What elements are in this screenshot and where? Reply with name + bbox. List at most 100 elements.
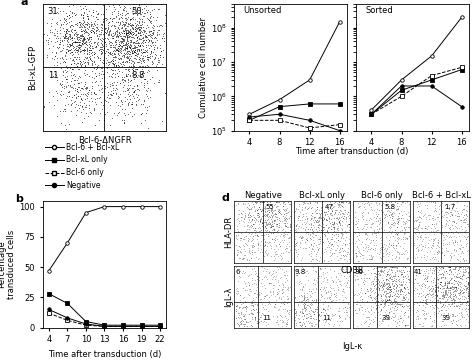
- Point: [102, 17, 110, 23]
- Point: [102, 31, 110, 36]
- Point: [140, 80, 148, 86]
- Point: [387, 288, 394, 293]
- Point: [459, 296, 466, 302]
- Point: [114, 102, 122, 107]
- Point: [153, 63, 160, 68]
- Point: [265, 280, 273, 285]
- Point: [118, 106, 126, 112]
- Point: [304, 201, 312, 206]
- Point: [140, 84, 148, 90]
- Point: [401, 282, 408, 287]
- Point: [368, 270, 375, 276]
- Point: [135, 30, 142, 36]
- Point: [311, 299, 319, 305]
- Point: [441, 287, 448, 293]
- Point: [298, 292, 305, 297]
- Point: [124, 55, 131, 60]
- Point: [139, 34, 146, 40]
- Point: [431, 255, 438, 260]
- Point: [318, 208, 326, 214]
- Point: [401, 294, 408, 300]
- Point: [301, 324, 309, 329]
- Point: [127, 5, 134, 10]
- Point: [431, 303, 438, 309]
- Point: [76, 99, 83, 105]
- Point: [429, 291, 437, 297]
- Point: [427, 323, 435, 329]
- Point: [391, 256, 399, 261]
- Point: [267, 224, 274, 230]
- Point: [309, 226, 316, 232]
- Point: [304, 231, 311, 237]
- Point: [375, 201, 383, 207]
- Point: [299, 217, 306, 223]
- Point: [235, 220, 243, 226]
- Point: [123, 34, 131, 40]
- Point: [419, 299, 426, 305]
- Point: [110, 23, 118, 29]
- Point: [100, 36, 107, 42]
- Point: [343, 258, 351, 264]
- Point: [146, 14, 154, 20]
- Point: [337, 201, 344, 207]
- Point: [254, 302, 261, 307]
- Point: [259, 220, 267, 226]
- Point: [254, 273, 262, 278]
- Point: [337, 318, 344, 324]
- Point: [252, 314, 259, 319]
- Point: [114, 51, 121, 57]
- Point: [135, 7, 142, 13]
- Point: [449, 291, 457, 297]
- Point: [404, 276, 412, 282]
- Point: [385, 241, 393, 247]
- Point: [280, 272, 288, 278]
- Point: [461, 306, 468, 312]
- Point: [261, 315, 269, 320]
- Point: [237, 215, 245, 220]
- Point: [355, 291, 362, 296]
- Point: [116, 30, 123, 36]
- Point: [109, 62, 117, 67]
- Point: [163, 57, 171, 63]
- Point: [104, 46, 112, 52]
- Point: [431, 199, 439, 205]
- Point: [165, 39, 173, 45]
- Point: [121, 27, 129, 33]
- Point: [101, 85, 109, 90]
- Point: [445, 278, 453, 284]
- Point: [61, 59, 69, 65]
- Point: [436, 285, 444, 291]
- Point: [379, 242, 386, 248]
- Point: [335, 202, 342, 208]
- Point: [246, 226, 253, 232]
- Point: [142, 3, 150, 9]
- Point: [327, 202, 334, 208]
- Point: [126, 42, 133, 48]
- Point: [423, 278, 430, 284]
- Point: [396, 285, 404, 291]
- Point: [306, 217, 314, 223]
- Point: [445, 285, 453, 291]
- Point: [428, 221, 436, 227]
- Point: [432, 298, 440, 304]
- Point: [94, 10, 101, 16]
- Point: [404, 273, 411, 279]
- Point: [270, 217, 278, 223]
- Point: [109, 48, 117, 54]
- Point: [353, 243, 361, 249]
- Point: [442, 246, 450, 251]
- Point: [77, 96, 85, 102]
- Point: [151, 34, 158, 40]
- Point: [52, 71, 59, 77]
- Point: [318, 293, 325, 298]
- Point: [242, 319, 250, 325]
- Point: [422, 234, 430, 240]
- Point: [64, 49, 72, 54]
- Point: [381, 280, 388, 286]
- Point: [139, 31, 147, 37]
- Point: [327, 266, 334, 272]
- Point: [124, 32, 131, 38]
- Point: [444, 240, 451, 246]
- Point: [143, 57, 151, 62]
- Point: [268, 221, 275, 227]
